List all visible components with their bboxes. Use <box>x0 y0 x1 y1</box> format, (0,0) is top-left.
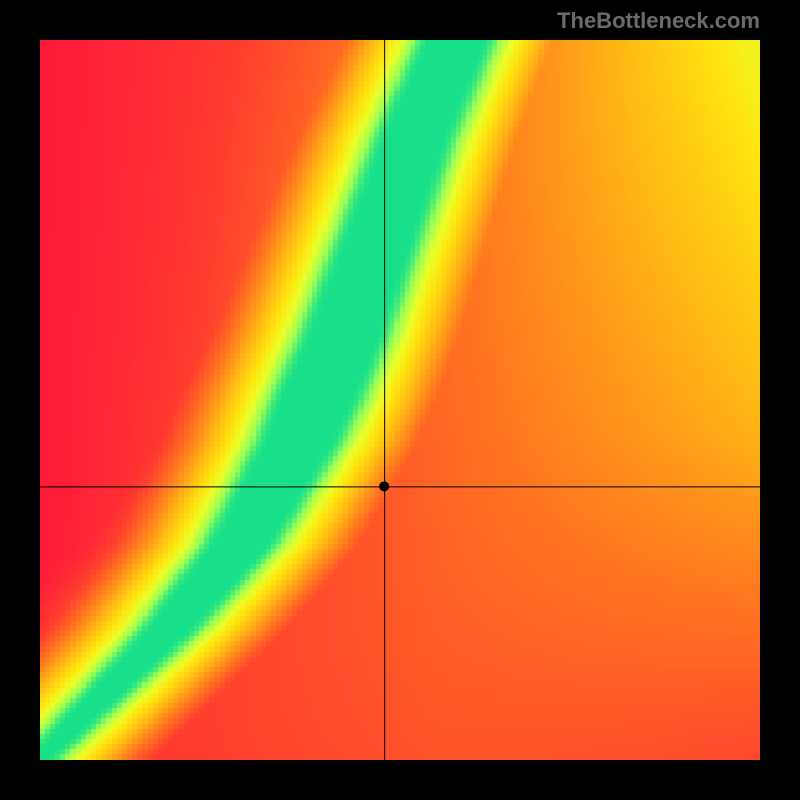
watermark-text: TheBottleneck.com <box>557 8 760 34</box>
bottleneck-heatmap <box>40 40 760 760</box>
chart-container: TheBottleneck.com <box>0 0 800 800</box>
